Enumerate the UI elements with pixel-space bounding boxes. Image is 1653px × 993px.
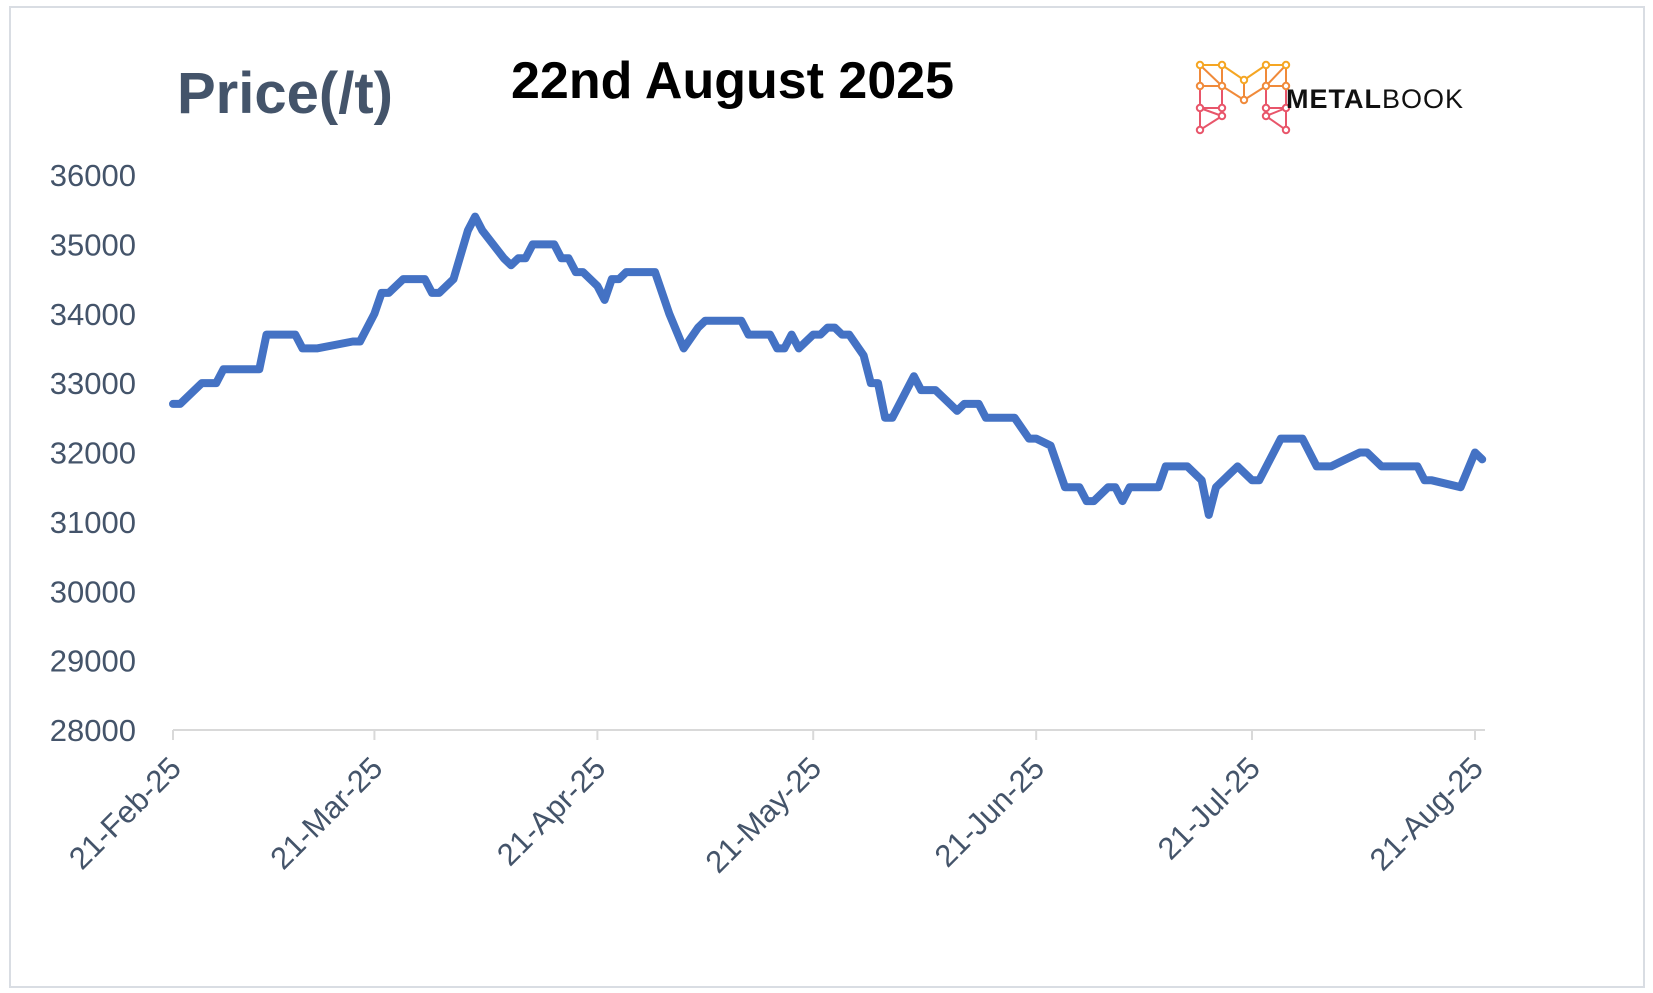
logo-node — [1195, 81, 1205, 91]
y-tick-label: 28000 — [50, 713, 136, 748]
logo-edge — [1221, 64, 1245, 81]
chart-title: 22nd August 2025 — [511, 52, 954, 110]
logo-node — [1261, 81, 1271, 91]
metalbook-m-network-icon — [1195, 60, 1291, 135]
logo-node — [1261, 111, 1271, 121]
y-tick-label: 34000 — [50, 297, 136, 332]
y-tick-label: 36000 — [50, 158, 136, 193]
logo-node — [1281, 125, 1291, 135]
y-tick-label: 30000 — [50, 574, 136, 609]
metalbook-logo: METALBOOK — [1195, 60, 1464, 135]
x-tick-label: 21-Aug-25 — [1363, 750, 1490, 877]
logo-node — [1239, 95, 1249, 105]
x-tick-label: 21-May-25 — [699, 750, 829, 880]
x-tick-label: 21-Feb-25 — [62, 750, 188, 876]
logo-edge — [1265, 64, 1287, 87]
y-tick-label: 29000 — [50, 644, 136, 679]
logo-edge — [1243, 85, 1267, 101]
logo-edge — [1243, 64, 1267, 81]
logo-node — [1217, 103, 1227, 113]
logo-node — [1195, 103, 1205, 113]
logo-edge — [1221, 85, 1245, 101]
logo-text-metal: METAL — [1286, 84, 1382, 114]
logo-text-book: BOOK — [1382, 84, 1464, 114]
y-tick-label: 31000 — [50, 505, 136, 540]
logo-node — [1281, 81, 1291, 91]
line-chart: Price(/t) 22nd August 2025 METALBOOK 280… — [50, 52, 1490, 880]
x-tick-label: 21-Apr-25 — [490, 750, 612, 872]
logo-edge — [1199, 64, 1223, 87]
x-tick-label: 21-Mar-25 — [263, 750, 389, 876]
chart-frame: Price(/t) 22nd August 2025 METALBOOK 280… — [9, 6, 1645, 988]
y-tick-label: 33000 — [50, 366, 136, 401]
logo-wordmark: METALBOOK — [1286, 84, 1464, 114]
logo-node — [1261, 60, 1271, 70]
logo-node — [1239, 75, 1249, 85]
x-tick-label: 21-Jun-25 — [928, 750, 1051, 873]
y-axis-title: Price(/t) — [177, 61, 393, 126]
x-tick-label: 21-Jul-25 — [1151, 750, 1267, 866]
logo-node — [1217, 60, 1227, 70]
logo-node — [1217, 111, 1227, 121]
x-axis: 21-Feb-25 21-Mar-25 21-Apr-25 21-May-25 21-J… — [62, 729, 1490, 880]
logo-node — [1281, 60, 1291, 70]
logo-node — [1261, 103, 1271, 113]
logo-node — [1195, 60, 1205, 70]
price-series-line — [169, 212, 1487, 519]
logo-node — [1281, 103, 1291, 113]
y-axis-ticks: 28000 29000 30000 31000 32000 33000 34000 35000… — [50, 158, 136, 748]
logo-node — [1195, 125, 1205, 135]
series-layer — [169, 212, 1487, 519]
y-tick-label: 35000 — [50, 227, 136, 262]
y-tick-label: 32000 — [50, 436, 136, 471]
logo-edge — [1199, 115, 1223, 131]
logo-node — [1217, 81, 1227, 91]
